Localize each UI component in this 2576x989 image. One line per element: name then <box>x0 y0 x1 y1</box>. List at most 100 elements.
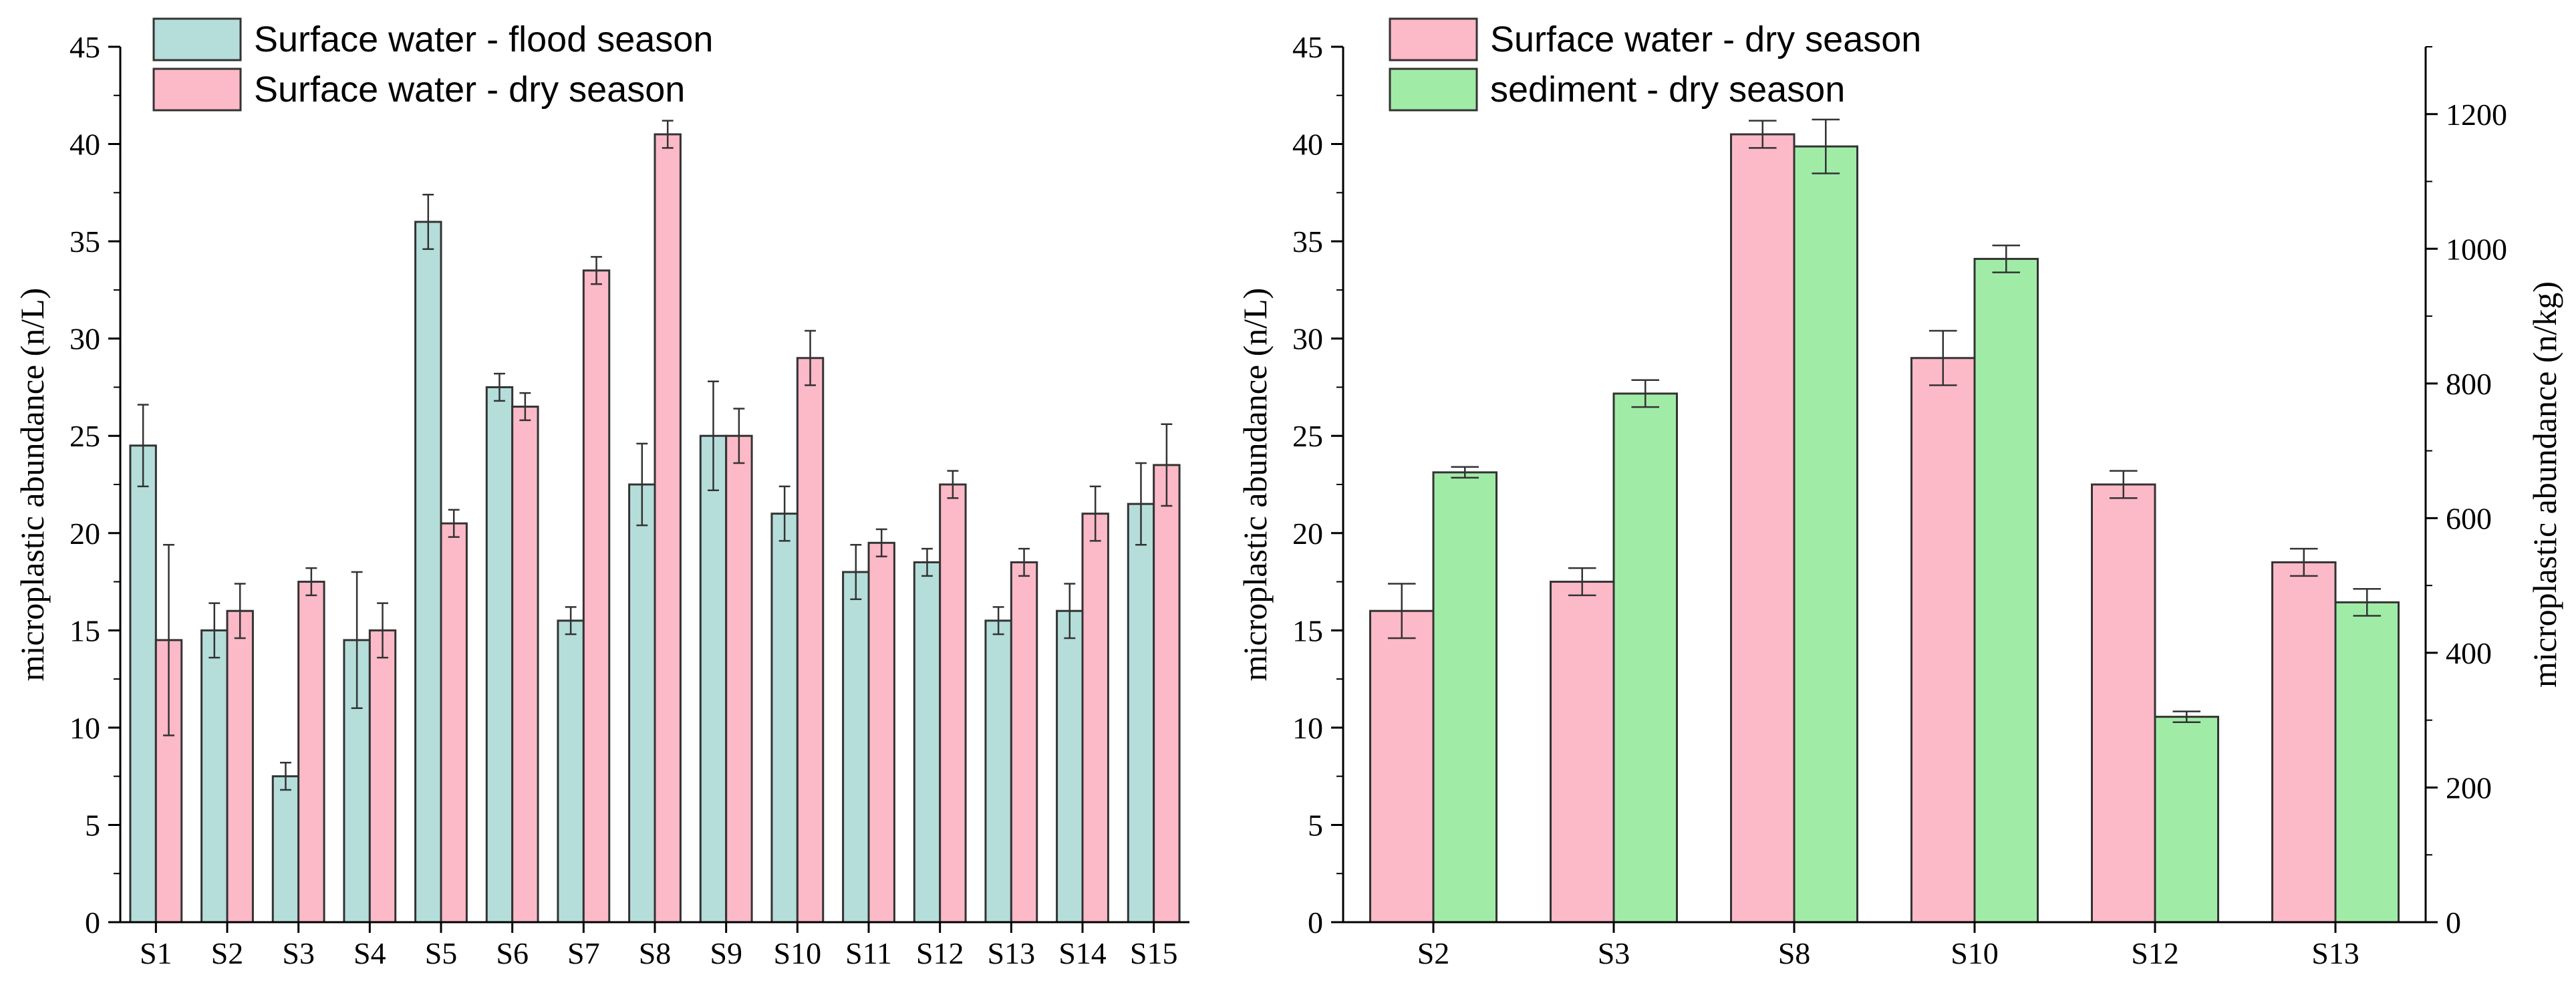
y-tick-label: 0 <box>85 905 100 940</box>
x-tick-label-s9: S9 <box>710 936 742 970</box>
y-tick-label: 30 <box>1292 322 1323 356</box>
bar-surface-water-dry-season-s3 <box>1550 581 1615 924</box>
x-tick-label-s6: S6 <box>496 936 529 970</box>
bar-surface-water-flood-season-s5 <box>414 221 442 924</box>
y-right-tick-label: 600 <box>2446 501 2492 535</box>
bar-surface-water-dry-season-s7 <box>582 269 611 924</box>
x-tick-label-s8: S8 <box>1778 936 1811 970</box>
left-chart: 0 5 10 15 20 25 30 35 40 45 S1 S2 S3 S4 S5 S6 S7 S8 S9 S10 S… <box>13 17 1189 970</box>
y-axis-right-title: microplastic abundance (n/kg) <box>2526 281 2563 688</box>
legend-label-sediment-dry-season: sediment - dry season <box>1490 69 1845 110</box>
y-tick-label: 40 <box>1292 128 1323 162</box>
bar-surface-water-dry-season-s5 <box>440 522 468 924</box>
y-right-tick-label: 0 <box>2446 905 2461 940</box>
bar-surface-water-dry-season-s2 <box>1369 609 1435 924</box>
error-bar-surface-water-dry-season-s8 <box>1748 120 1777 149</box>
x-tick-label-s2: S2 <box>211 936 244 970</box>
error-bar-sediment-dry-season-s8 <box>1812 118 1840 174</box>
error-bar-surface-water-dry-season-s2 <box>1387 583 1416 640</box>
error-bar-surface-water-flood-season-s11 <box>850 543 862 601</box>
y-right-tick-label: 1200 <box>2446 98 2507 132</box>
error-bar-sediment-dry-season-s3 <box>1631 379 1660 408</box>
bar-surface-water-dry-season-s6 <box>511 406 539 924</box>
bar-surface-water-dry-season-s8 <box>1730 133 1796 924</box>
legend-swatch-surface-water-flood-season <box>152 17 242 61</box>
y-tick-label: 35 <box>69 225 100 259</box>
error-bar-surface-water-flood-season-s13 <box>992 606 1004 635</box>
bar-surface-water-dry-season-s2 <box>226 609 254 924</box>
bar-surface-water-dry-season-s9 <box>725 434 753 924</box>
bar-sediment-dry-season-s2 <box>1432 471 1497 924</box>
bar-surface-water-dry-season-s13 <box>1010 561 1038 924</box>
bar-surface-water-flood-season-s6 <box>485 386 514 924</box>
error-bar-sediment-dry-season-s12 <box>2172 710 2201 723</box>
x-tick-label-s3: S3 <box>282 936 315 970</box>
bar-surface-water-flood-season-s8 <box>628 483 656 924</box>
bar-surface-water-flood-season-s12 <box>913 561 942 924</box>
bar-surface-water-dry-season-s10 <box>796 357 825 924</box>
bar-surface-water-flood-season-s15 <box>1127 503 1155 924</box>
bar-surface-water-dry-season-s15 <box>1153 464 1181 924</box>
legend: Surface water - flood season Surface wate… <box>152 17 713 112</box>
error-bar-surface-water-dry-season-s14 <box>1089 485 1101 542</box>
x-tick-label-s2: S2 <box>1417 936 1450 970</box>
x-tick-label-s11: S11 <box>845 936 892 970</box>
error-bar-surface-water-flood-season-s12 <box>921 547 933 577</box>
y-right-tick-label: 800 <box>2446 367 2492 401</box>
x-tick-label-s7: S7 <box>567 936 600 970</box>
legend-swatch-surface-water-dry-season <box>152 67 242 112</box>
error-bar-surface-water-dry-season-s11 <box>875 528 887 557</box>
y-tick-label: 0 <box>1308 905 1323 940</box>
x-tick-label-s13: S13 <box>988 936 1036 970</box>
y-tick-label: 15 <box>1292 613 1323 648</box>
error-bar-surface-water-dry-season-s7 <box>591 256 602 285</box>
bar-surface-water-flood-season-s11 <box>842 571 870 924</box>
y-tick-label: 15 <box>69 613 100 648</box>
error-bar-sediment-dry-season-s10 <box>1992 245 2021 273</box>
bar-sediment-dry-season-s10 <box>1973 257 2039 924</box>
error-bar-surface-water-dry-season-s9 <box>733 408 745 464</box>
y-right-tick-label: 1000 <box>2446 232 2507 266</box>
error-bar-surface-water-dry-season-s8 <box>662 120 674 149</box>
legend-label-surface-water-dry-season: Surface water - dry season <box>1490 19 1921 59</box>
x-tick-label-s12: S12 <box>916 936 964 970</box>
y-tick-label: 10 <box>69 711 100 745</box>
legend-swatch-surface-water-dry-season <box>1389 17 1478 61</box>
bar-surface-water-flood-season-s7 <box>557 619 585 924</box>
error-bar-surface-water-flood-season-s3 <box>280 762 291 791</box>
x-tick-label-s10: S10 <box>774 936 822 970</box>
bar-surface-water-flood-season-s13 <box>984 619 1012 924</box>
bar-surface-water-dry-season-s3 <box>297 581 325 924</box>
x-tick-label-s3: S3 <box>1598 936 1630 970</box>
y-right-tick-label: 400 <box>2446 636 2492 670</box>
error-bar-surface-water-flood-season-s7 <box>565 606 577 635</box>
error-bar-surface-water-dry-season-s13 <box>1018 547 1030 577</box>
bar-surface-water-dry-season-s4 <box>368 629 397 924</box>
legend: Surface water - dry season sediment - dry… <box>1389 17 1921 112</box>
y-tick-label: 10 <box>1292 711 1323 745</box>
bar-surface-water-dry-season-s8 <box>654 133 682 924</box>
bar-sediment-dry-season-s12 <box>2154 716 2219 924</box>
error-bar-surface-water-flood-season-s6 <box>494 372 505 402</box>
error-bar-surface-water-dry-season-s12 <box>947 470 959 499</box>
x-tick-label-s5: S5 <box>425 936 458 970</box>
error-bar-surface-water-dry-season-s4 <box>377 602 388 659</box>
error-bar-surface-water-flood-season-s9 <box>708 380 719 491</box>
error-bar-sediment-dry-season-s2 <box>1451 466 1479 479</box>
y-tick-label: 5 <box>85 808 100 842</box>
error-bar-surface-water-flood-season-s5 <box>422 193 434 251</box>
bar-surface-water-flood-season-s10 <box>770 513 799 924</box>
error-bar-surface-water-flood-season-s4 <box>351 571 363 710</box>
y-tick-label: 25 <box>1292 419 1323 453</box>
error-bar-surface-water-flood-season-s14 <box>1064 583 1076 640</box>
x-tick-label-s10: S10 <box>1951 936 1999 970</box>
y-tick-label: 20 <box>69 517 100 551</box>
x-tick-label-s1: S1 <box>140 936 172 970</box>
legend-label-surface-water-dry-season: Surface water - dry season <box>254 69 685 110</box>
error-bar-surface-water-dry-season-s10 <box>805 329 816 386</box>
bar-surface-water-flood-season-s14 <box>1056 609 1084 924</box>
error-bar-surface-water-dry-season-s12 <box>2109 470 2138 499</box>
error-bar-sediment-dry-season-s13 <box>2353 587 2382 617</box>
bar-surface-water-dry-season-s13 <box>2271 561 2337 924</box>
bar-surface-water-dry-season-s11 <box>867 541 895 924</box>
